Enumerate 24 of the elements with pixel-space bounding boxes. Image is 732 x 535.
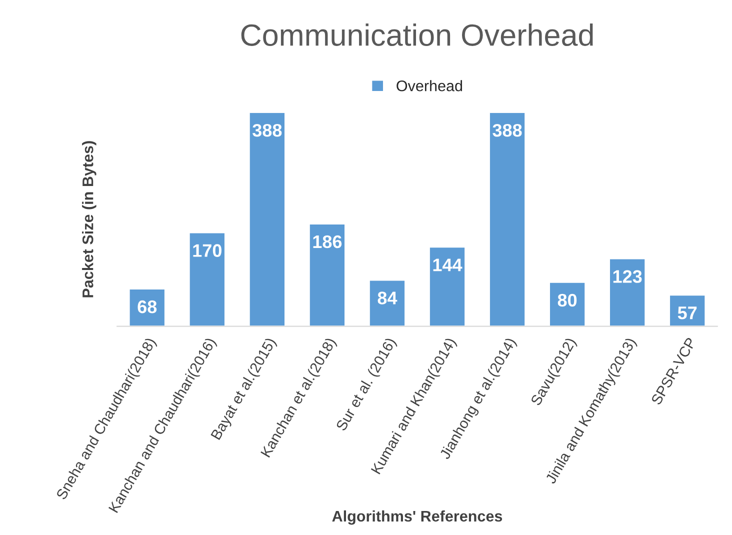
bar	[608, 258, 646, 326]
legend-label: Overhead	[396, 80, 462, 92]
data-label: 170	[193, 244, 222, 257]
chart-title: Communication Overhead	[241, 24, 593, 46]
data-label: 388	[492, 124, 522, 137]
x-axis-title: Algorithms' References	[332, 510, 502, 525]
bar	[548, 282, 586, 326]
bar	[128, 288, 166, 326]
data-label: 186	[313, 235, 342, 248]
data-label: 123	[613, 270, 642, 283]
bar	[428, 246, 466, 326]
bar	[308, 223, 346, 326]
bar	[248, 112, 286, 326]
bar	[188, 232, 226, 326]
y-axis-title: Packet Size (in Bytes)	[82, 141, 96, 298]
data-label: 68	[138, 300, 157, 314]
data-label: 57	[678, 306, 697, 320]
bar	[668, 294, 706, 326]
data-label: 388	[252, 124, 282, 137]
data-label: 144	[433, 258, 462, 272]
bar	[488, 112, 526, 326]
data-label: 84	[378, 292, 398, 304]
data-label: 80	[558, 294, 577, 307]
bar	[368, 279, 406, 326]
